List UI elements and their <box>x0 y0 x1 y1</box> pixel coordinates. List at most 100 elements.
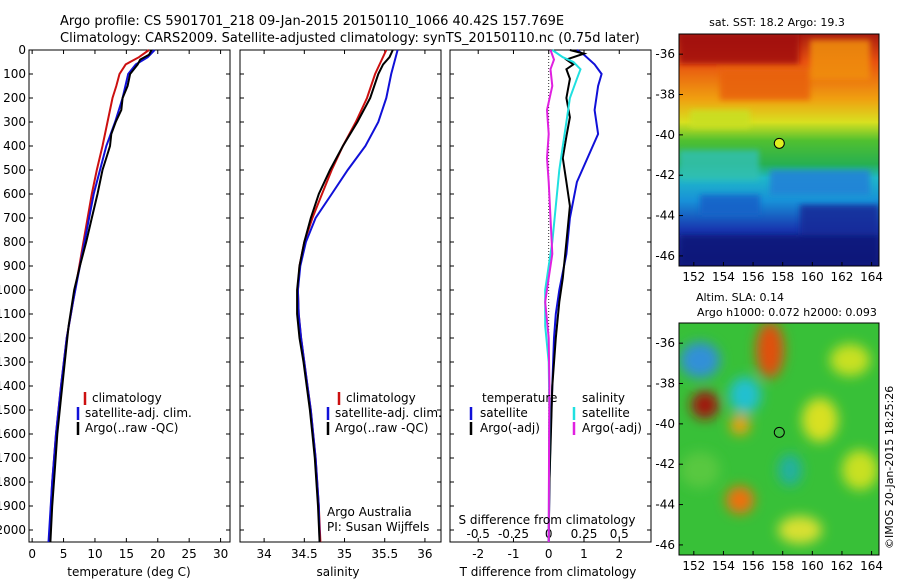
x-tick-label: -1 <box>507 547 519 561</box>
lon-tick-label: 162 <box>831 270 854 284</box>
lat-tick-label: -40 <box>655 417 675 431</box>
y-tick-label: 800 <box>3 235 26 249</box>
sst-field <box>679 34 879 266</box>
legend-clim-label: climatology <box>92 391 162 405</box>
argo-location-marker <box>773 426 785 438</box>
x-tick-label: 1 <box>580 547 588 561</box>
salinity-legend: climatology satellite-adj. clim. Argo(..… <box>326 391 442 435</box>
lat-tick-label: -44 <box>655 209 675 223</box>
x-tick-label: 0 <box>545 547 553 561</box>
y-tick-label: 1200 <box>0 331 26 345</box>
legend-sat-label: satellite-adj. clim. <box>335 406 442 420</box>
temperature-legend: climatology satellite-adj. clim. Argo(..… <box>76 391 192 435</box>
sla-map-frame <box>678 322 880 556</box>
x-tick-label: 36 <box>417 547 432 561</box>
lon-tick-label: 152 <box>682 559 705 573</box>
y-tick-label: 1600 <box>0 427 26 441</box>
sla-field <box>679 323 879 555</box>
legend-temperature-title: temperature <box>482 391 557 405</box>
x-tick-label: 20 <box>150 547 165 561</box>
s-difference-xlabel: S difference from climatology <box>459 513 636 527</box>
x-tick-label: 35 <box>337 547 352 561</box>
series-line-climatology <box>296 49 388 543</box>
y-tick-label: 600 <box>3 187 26 201</box>
lon-tick-label: 162 <box>831 559 854 573</box>
series-line-s-argo-adj- <box>544 49 556 543</box>
x-tick-label: 34.5 <box>291 547 318 561</box>
x-tick-label: 25 <box>182 547 197 561</box>
legend-sat-label: satellite-adj. clim. <box>85 406 192 420</box>
y-tick-label: 1100 <box>0 307 26 321</box>
lat-tick-label: -42 <box>655 457 675 471</box>
y-tick-label: 200 <box>3 91 26 105</box>
x-tick-label: -2 <box>472 547 484 561</box>
lon-tick-label: 156 <box>742 270 765 284</box>
lon-tick-label: 158 <box>771 559 794 573</box>
lon-tick-label: 160 <box>801 559 824 573</box>
lat-tick-label: -38 <box>655 377 675 391</box>
t-difference-xlabel: T difference from climatology <box>459 565 637 579</box>
lon-tick-label: 152 <box>682 270 705 284</box>
lon-tick-label: 160 <box>801 270 824 284</box>
lat-tick-label: -36 <box>655 47 675 61</box>
y-tick-label: 1800 <box>0 475 26 489</box>
temperature-panel: 0 5 10 15 20 25 300100200300400500600700800900… <box>0 43 231 579</box>
y-tick-label: 1500 <box>0 403 26 417</box>
y-tick-label: 2000 <box>0 523 26 537</box>
y-tick-label: 400 <box>3 139 26 153</box>
lat-tick-label: -46 <box>655 249 675 263</box>
y-tick-label: 1000 <box>0 283 26 297</box>
lon-tick-label: 164 <box>860 270 883 284</box>
legend-argo-label: Argo(..raw -QC) <box>335 421 428 435</box>
sla-map-subtitle: Argo h1000: 0.072 h2000: 0.093 <box>697 306 877 319</box>
series-line-satellite-adj-clim- <box>296 49 399 543</box>
lon-tick-label: 156 <box>742 559 765 573</box>
lon-tick-label: 154 <box>712 270 735 284</box>
y-tick-label: 900 <box>3 259 26 273</box>
legend-clim-label: climatology <box>346 391 416 405</box>
x-tick-label: 0 <box>28 547 36 561</box>
series-line-climatology <box>48 49 150 543</box>
argo-location-marker <box>773 137 785 149</box>
salinity-panel: 34 34.5 35 35.5 36 salinity climatology sate… <box>239 49 442 579</box>
s-tick-label: 0.25 <box>571 527 598 541</box>
y-tick-label: 1400 <box>0 379 26 393</box>
x-tick-label: 35.5 <box>371 547 398 561</box>
x-tick-label: 2 <box>615 547 623 561</box>
y-tick-label: 500 <box>3 163 26 177</box>
figure-subtitle: Climatology: CARS2009. Satellite-adjuste… <box>60 31 640 46</box>
temperature-xlabel: temperature (deg C) <box>67 565 190 579</box>
series-line-argo-raw-qc- <box>49 49 153 543</box>
y-tick-label: 700 <box>3 211 26 225</box>
x-tick-label: 34 <box>256 547 271 561</box>
lon-tick-label: 164 <box>860 559 883 573</box>
y-tick-label: 300 <box>3 115 26 129</box>
annotation-line-1: Argo Australia <box>327 505 412 519</box>
annotation-line-2: PI: Susan Wijffels <box>327 520 429 534</box>
salinity-axes <box>239 49 442 543</box>
lat-tick-label: -38 <box>655 88 675 102</box>
credit-stamp: ©IMOS 20-Jan-2015 18:25:26 <box>883 386 896 549</box>
y-tick-label: 100 <box>3 67 26 81</box>
series-line-t-satellite <box>547 49 603 543</box>
y-tick-label: 1700 <box>0 451 26 465</box>
s-tick-label: 0.5 <box>610 527 629 541</box>
legend-s-sat-label: satellite <box>582 406 630 420</box>
difference-panel: -2 -1 0 1 2-0.5 -0.25 0 0.25 0.5 S difference fr… <box>449 49 652 579</box>
legend-s-argo-label: Argo(-adj) <box>582 421 642 435</box>
lat-tick-label: -40 <box>655 128 675 142</box>
temperature-axes <box>28 49 231 543</box>
sst-map: sat. SST: 18.2 Argo: 19.3 152 154 156 158 16… <box>655 16 883 284</box>
legend-salinity-title: salinity <box>582 391 625 405</box>
lat-tick-label: -46 <box>655 538 675 552</box>
y-tick-label: 0 <box>18 43 26 57</box>
legend-argo-label: Argo(..raw -QC) <box>85 421 178 435</box>
s-tick-label: -0.25 <box>498 527 529 541</box>
series-line-t-argo-adj- <box>547 49 588 543</box>
s-tick-label: -0.5 <box>466 527 489 541</box>
difference-legend: temperature satellite Argo(-adj) salinit… <box>469 391 642 435</box>
sst-map-title: sat. SST: 18.2 Argo: 19.3 <box>709 16 845 29</box>
salinity-xlabel: salinity <box>316 565 359 579</box>
sst-map-frame <box>678 33 880 267</box>
